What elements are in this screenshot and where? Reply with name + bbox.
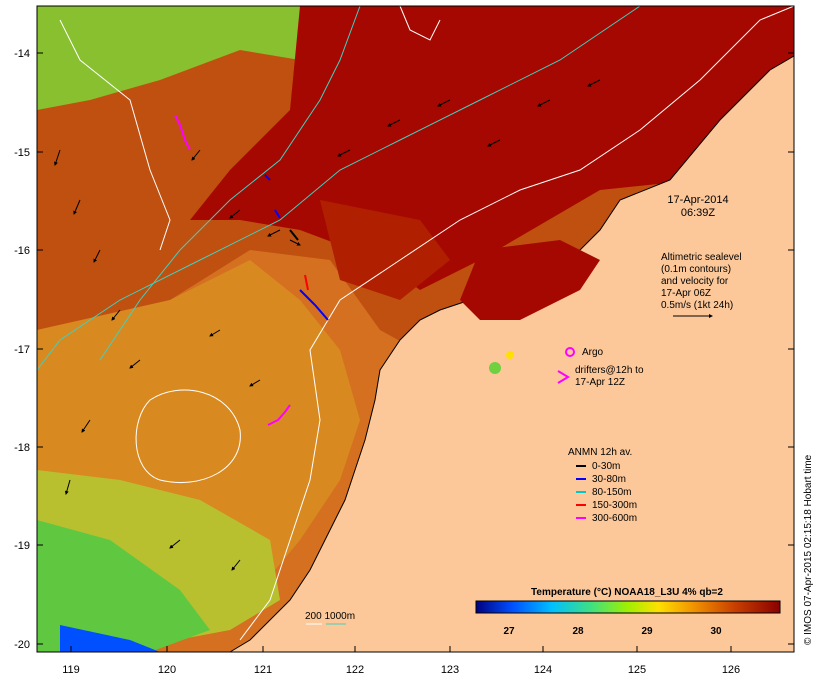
velocity-arrow xyxy=(73,199,81,215)
isobath-label: 200 1000m xyxy=(305,611,355,622)
altimetry-line: Altimetric sealevel xyxy=(661,252,742,263)
velocity-arrow xyxy=(437,99,451,107)
anmn-label: 0-30m xyxy=(592,461,620,472)
estuary-hot-spot xyxy=(489,362,501,374)
velocity-arrow xyxy=(191,149,201,161)
anmn-label: 80-150m xyxy=(592,487,631,498)
anmn-label: 30-80m xyxy=(592,474,626,485)
coastline xyxy=(229,55,795,653)
velocity-arrow xyxy=(587,79,601,87)
plot-area xyxy=(36,5,795,653)
x-tick-label: 123 xyxy=(441,664,459,676)
drifters-line: drifters@12h to xyxy=(575,365,644,376)
y-tick-label: -15 xyxy=(14,147,30,159)
drifter-tracks xyxy=(174,114,329,426)
anmn-legend: ANMN 12h av. 0-30m 30-80m 80-150m 150-30… xyxy=(568,447,637,524)
credit-text: © IMOS 07-Apr-2015 02:15:18 Hobart time xyxy=(803,454,814,645)
x-tick-label: 125 xyxy=(628,664,646,676)
upper-left-cool-patch xyxy=(37,6,320,110)
drifter-track xyxy=(299,289,329,321)
velocity-arrow xyxy=(54,149,61,166)
colorbar-tick: 30 xyxy=(710,626,722,637)
velocity-arrow xyxy=(487,139,501,147)
x-tick-label: 120 xyxy=(158,664,176,676)
velocity-arrow xyxy=(267,229,281,237)
drifter-track xyxy=(264,174,271,181)
altimetry-line: and velocity for xyxy=(661,276,729,287)
colorbar xyxy=(475,600,781,614)
isobath-1000m xyxy=(36,5,641,371)
velocity-arrow xyxy=(129,359,141,369)
colorbar-tick: 29 xyxy=(641,626,653,637)
y-axis: -14 -15 -16 -17 -18 -19 -20 xyxy=(14,48,794,651)
drifter-track xyxy=(304,274,309,291)
drifter-track xyxy=(174,114,191,151)
velocity-arrow xyxy=(387,119,401,127)
sealevel-contour-north xyxy=(59,19,171,251)
colorbar-tick: 28 xyxy=(572,626,584,637)
velocity-arrow xyxy=(209,329,221,337)
y-tick-label: -16 xyxy=(14,245,30,257)
current-vectors xyxy=(54,79,601,571)
altimetry-line: 17-Apr 06Z xyxy=(661,288,711,299)
hot-patch-east xyxy=(320,200,450,300)
x-axis: 119 120 121 122 123 124 125 126 xyxy=(62,646,740,676)
anmn-title: ANMN 12h av. xyxy=(568,447,632,458)
isobath-200m xyxy=(239,5,795,641)
drifter-chevron-icon xyxy=(557,370,570,384)
y-tick-label: -20 xyxy=(14,639,30,651)
velocity-arrow xyxy=(64,479,71,495)
estuary-warm-spot xyxy=(506,351,514,359)
plot-frame xyxy=(36,5,795,653)
velocity-arrow xyxy=(81,419,91,433)
drifters-line: 17-Apr 12Z xyxy=(575,377,625,388)
argo-marker-icon xyxy=(565,347,575,357)
x-tick-label: 124 xyxy=(534,664,552,676)
estuary-region xyxy=(460,240,600,320)
velocity-arrow xyxy=(249,379,261,387)
sealevel-contour-top xyxy=(399,5,441,41)
velocity-arrow xyxy=(289,239,301,246)
velocity-arrow xyxy=(169,539,181,549)
x-tick-label: 119 xyxy=(62,664,80,676)
colorbar-tick: 27 xyxy=(503,626,515,637)
velocity-arrow xyxy=(111,309,121,321)
anmn-label: 300-600m xyxy=(592,513,637,524)
x-tick-label: 121 xyxy=(254,664,272,676)
velocity-arrow xyxy=(229,209,241,219)
drifter-track xyxy=(289,229,299,241)
x-tick-label: 122 xyxy=(346,664,364,676)
timestamp-date: 17-Apr-2014 xyxy=(667,194,728,206)
x-tick-label: 126 xyxy=(722,664,740,676)
drifter-track xyxy=(274,209,281,219)
cold-water-region xyxy=(37,520,210,652)
y-tick-label: -14 xyxy=(14,48,30,60)
isobath-1000m-north xyxy=(99,5,361,361)
altimetry-line: (0.1m contours) xyxy=(661,264,731,275)
coldest-water-region xyxy=(60,625,160,652)
velocity-arrow xyxy=(93,249,101,263)
velocity-arrow xyxy=(537,99,551,107)
velocity-arrow xyxy=(231,559,241,571)
anmn-label: 150-300m xyxy=(592,500,637,511)
y-tick-label: -18 xyxy=(14,442,30,454)
velocity-arrow xyxy=(337,149,351,157)
y-tick-label: -17 xyxy=(14,344,30,356)
colorbar-title: Temperature (°C) NOAA18_L3U 4% qb=2 xyxy=(531,587,723,598)
timestamp-time: 06:39Z xyxy=(681,207,716,219)
altimetry-legend: Altimetric sealevel (0.1m contours) and … xyxy=(661,252,742,318)
argo-label: Argo xyxy=(582,347,604,358)
altimetry-line: 0.5m/s (1kt 24h) xyxy=(661,300,733,311)
sealevel-contour-eddy xyxy=(135,389,241,484)
drifter-track xyxy=(267,404,291,426)
y-tick-label: -19 xyxy=(14,540,30,552)
